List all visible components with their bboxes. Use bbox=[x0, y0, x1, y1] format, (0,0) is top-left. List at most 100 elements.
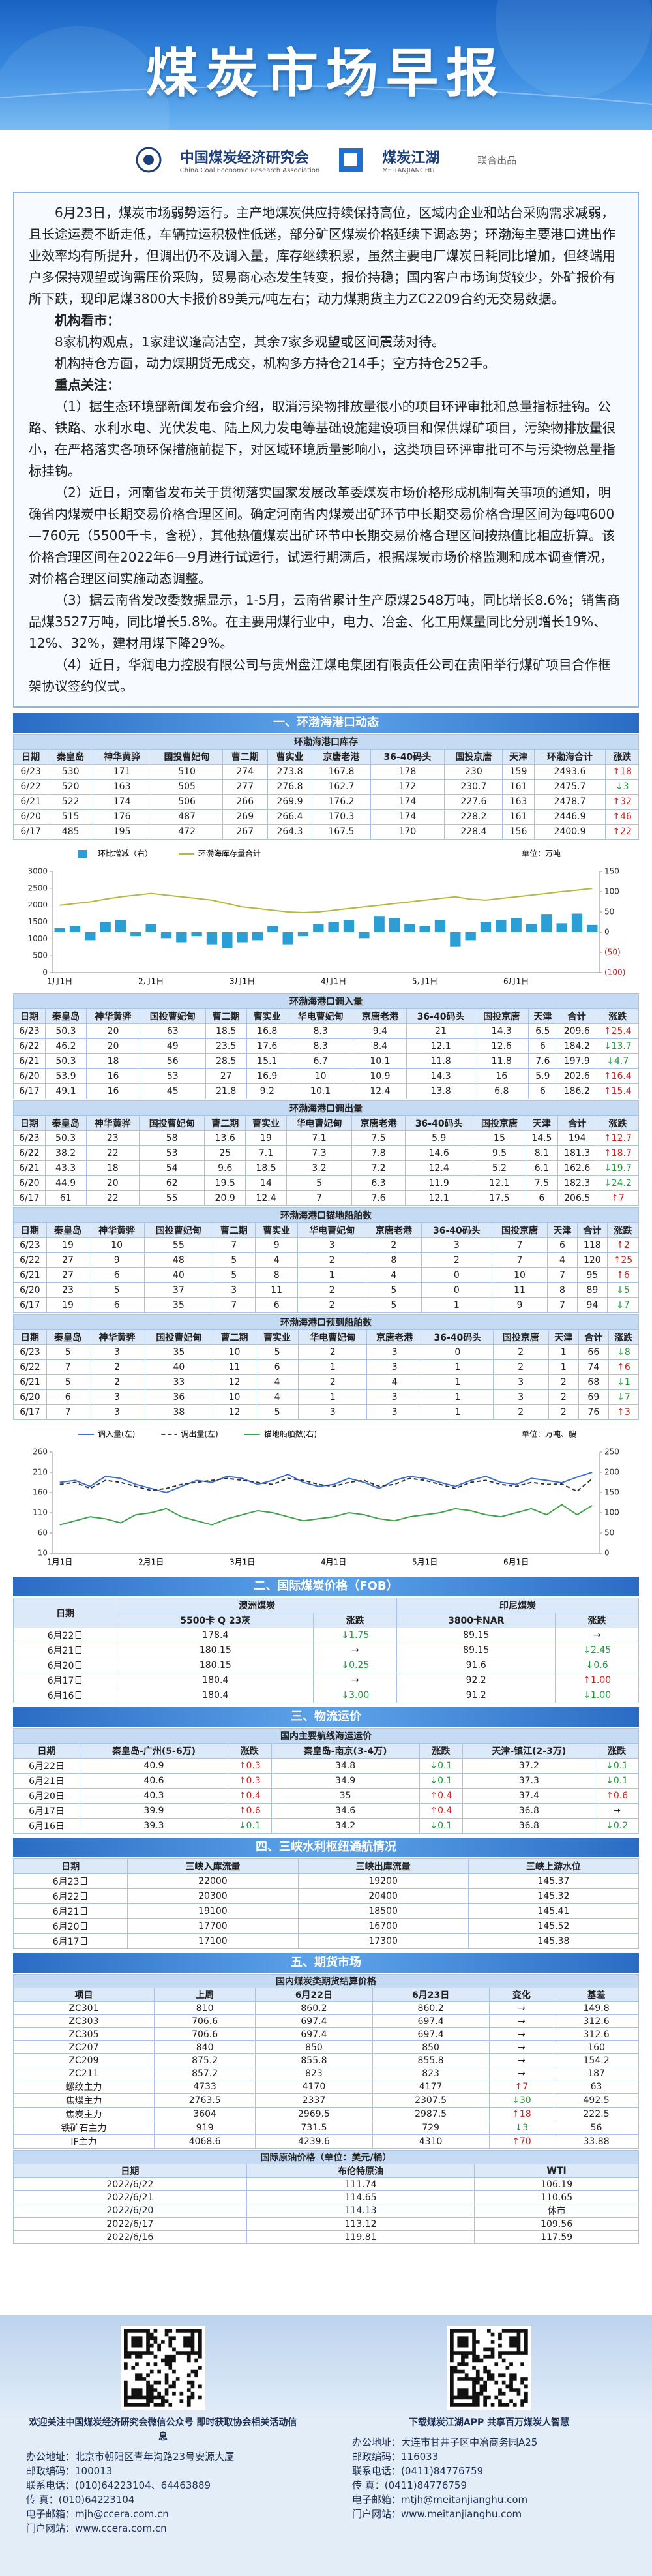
column-header: 华电曹妃甸 bbox=[286, 1115, 353, 1131]
bar bbox=[222, 932, 233, 948]
table-cell: 860.2 bbox=[255, 2001, 373, 2015]
column-header: 涨跌 bbox=[595, 1743, 639, 1759]
table-cell: 5 bbox=[255, 1344, 299, 1360]
table-cell: 706.6 bbox=[153, 2014, 256, 2028]
table-cell: 7 bbox=[546, 1297, 578, 1313]
table-cell: 49 bbox=[139, 1038, 206, 1054]
column-header: 日期 bbox=[13, 1222, 47, 1238]
data-table: 国际原油价格（单位：美元/桶） 日期 布伦特原油 WTI 2022/6/22 111.74… bbox=[13, 2150, 639, 2244]
table-row: 6/17 19 6 35 7 6 2 5 1 9 7 94 ↓7 bbox=[13, 1297, 640, 1313]
table-cell: 515 bbox=[48, 809, 94, 825]
footer-caption: 欢迎关注中国煤炭经济研究会微信公众号 即时获取协会相关活动信息 bbox=[29, 2417, 297, 2442]
table-cell: 40 bbox=[144, 1359, 214, 1375]
table-cell: 9 bbox=[89, 1252, 145, 1268]
org2-en: MEITANJIANGHU bbox=[382, 166, 435, 174]
table-cell: 2 bbox=[548, 1404, 579, 1420]
bar bbox=[389, 918, 400, 932]
bar bbox=[511, 918, 522, 932]
column-header: 曹二期 bbox=[213, 1329, 256, 1345]
column-header: 天津 bbox=[546, 1222, 578, 1238]
table-cell: 27 bbox=[46, 1252, 90, 1268]
table-cell: 3 bbox=[492, 1374, 549, 1390]
table-row: 6月21日 19100 18500 145.41 bbox=[12, 1903, 640, 1919]
table-cell: 15.1 bbox=[246, 1053, 288, 1069]
table-cell: 23 bbox=[85, 1130, 140, 1146]
table-row: 6/22 7 2 40 11 6 1 3 1 2 1 74 ↑6 bbox=[13, 1359, 640, 1375]
column-header: 涨跌 bbox=[419, 1743, 464, 1759]
table-cell: 850 bbox=[372, 2040, 490, 2054]
table-cell: 6/21 bbox=[12, 794, 49, 810]
footer-line: 门户网站：www.ccera.com.cn bbox=[26, 2523, 167, 2534]
header-row: 5500卡 Q 23灰 涨跌 3800卡NAR 涨跌 bbox=[14, 1613, 639, 1628]
table-cell: 6月20日 bbox=[12, 1788, 81, 1804]
table-cell: 6月21日 bbox=[12, 1643, 118, 1658]
column-header: 三峡入库流量 bbox=[127, 1858, 299, 1874]
table-cell: 230 bbox=[444, 764, 503, 780]
table-cell: 7.6 bbox=[351, 1190, 406, 1206]
table-row: 2022/6/20 114.13 休市 bbox=[13, 2204, 639, 2218]
table-cell: 3604 bbox=[153, 2107, 256, 2121]
table-row: 6月16日 39.3 ↓0.1 34.2 ↓0.1 36.8 ↓0.2 bbox=[12, 1818, 639, 1834]
table-cell: 10 bbox=[213, 1344, 256, 1360]
org1: 中国煤炭经济研究会 China Coal Economic Research As… bbox=[180, 146, 320, 174]
table-cell: 3 bbox=[89, 1404, 145, 1420]
table-cell: → bbox=[595, 1803, 639, 1819]
bar bbox=[541, 914, 552, 932]
table-cell: 17300 bbox=[297, 1933, 469, 1949]
table-cell: 2 bbox=[297, 1297, 366, 1313]
table-cell: 2 bbox=[492, 1404, 549, 1420]
column-header: 天津-镇江(2-3万) bbox=[462, 1743, 596, 1759]
column-header: 6月23日 bbox=[372, 1988, 490, 2002]
table-cell: 312.6 bbox=[554, 2027, 639, 2041]
table-cell: 18.5 bbox=[245, 1160, 287, 1176]
table-cell: 休市 bbox=[474, 2204, 639, 2218]
table-cell: 230.7 bbox=[444, 779, 503, 795]
table-cell: ↓4.7 bbox=[596, 1053, 640, 1069]
section-title: 三、物流运价 bbox=[13, 1707, 639, 1727]
table-cell: 195 bbox=[93, 824, 152, 840]
table-cell: 12.4 bbox=[245, 1190, 287, 1206]
column-header: 涨跌 bbox=[606, 1222, 640, 1238]
table-cell: 18 bbox=[85, 1160, 140, 1176]
table-cell: 91.6 bbox=[396, 1658, 556, 1673]
table-cell: 485 bbox=[48, 824, 94, 840]
table-cell: 7 bbox=[46, 1404, 90, 1420]
tick-label: 0 bbox=[42, 968, 48, 977]
table-cell: 2 bbox=[297, 1282, 366, 1298]
column-header: 三峡上游水位 bbox=[467, 1858, 640, 1874]
table-cell: 472 bbox=[151, 824, 223, 840]
table-cell: ↑0.4 bbox=[419, 1788, 464, 1804]
table-cell: 113.12 bbox=[246, 2217, 475, 2231]
table-cell: 0 bbox=[421, 1282, 493, 1298]
x-tick-label: 3月1日 bbox=[230, 977, 255, 986]
column-header: 国投曹妃甸 bbox=[144, 1329, 214, 1345]
table-cell: 2 bbox=[548, 1389, 579, 1405]
table-cell: 2478.7 bbox=[533, 794, 606, 810]
table-cell: 163 bbox=[502, 794, 535, 810]
table-cell: 174 bbox=[370, 809, 445, 825]
table-cell: 39.3 bbox=[80, 1818, 229, 1834]
title-row: 环渤海港口调入量 bbox=[13, 993, 639, 1009]
table-cell: 2022/6/21 bbox=[13, 2190, 247, 2204]
x-tick-label: 3月1日 bbox=[230, 1558, 255, 1567]
table-cell: 55 bbox=[139, 1190, 205, 1206]
table-cell: 33 bbox=[144, 1374, 214, 1390]
column-header: 国投京唐 bbox=[444, 749, 503, 765]
tick-label: 2500 bbox=[27, 883, 48, 892]
column-header: 变化 bbox=[488, 1988, 555, 2002]
bar bbox=[191, 932, 202, 937]
column-header: 曹实业 bbox=[254, 1222, 299, 1238]
table-cell: 17100 bbox=[127, 1933, 299, 1949]
column-header: 国投曹妃甸 bbox=[139, 1115, 205, 1131]
table-row: ZC211 857.2 823 823 → 187 bbox=[13, 2067, 639, 2080]
table-cell: 2022/6/17 bbox=[13, 2217, 247, 2231]
views-title: 机构看市： bbox=[55, 312, 120, 328]
table-cell: 2493.6 bbox=[533, 764, 606, 780]
table-cell: 7.1 bbox=[245, 1145, 287, 1161]
table-cell: 20400 bbox=[297, 1888, 469, 1904]
table-cell: 8.3 bbox=[287, 1038, 354, 1054]
table-cell: 2987.5 bbox=[372, 2107, 490, 2121]
table-cell: 857.2 bbox=[153, 2067, 256, 2080]
tick-label: 150 bbox=[604, 867, 619, 876]
table-cell: 21.8 bbox=[205, 1083, 247, 1099]
